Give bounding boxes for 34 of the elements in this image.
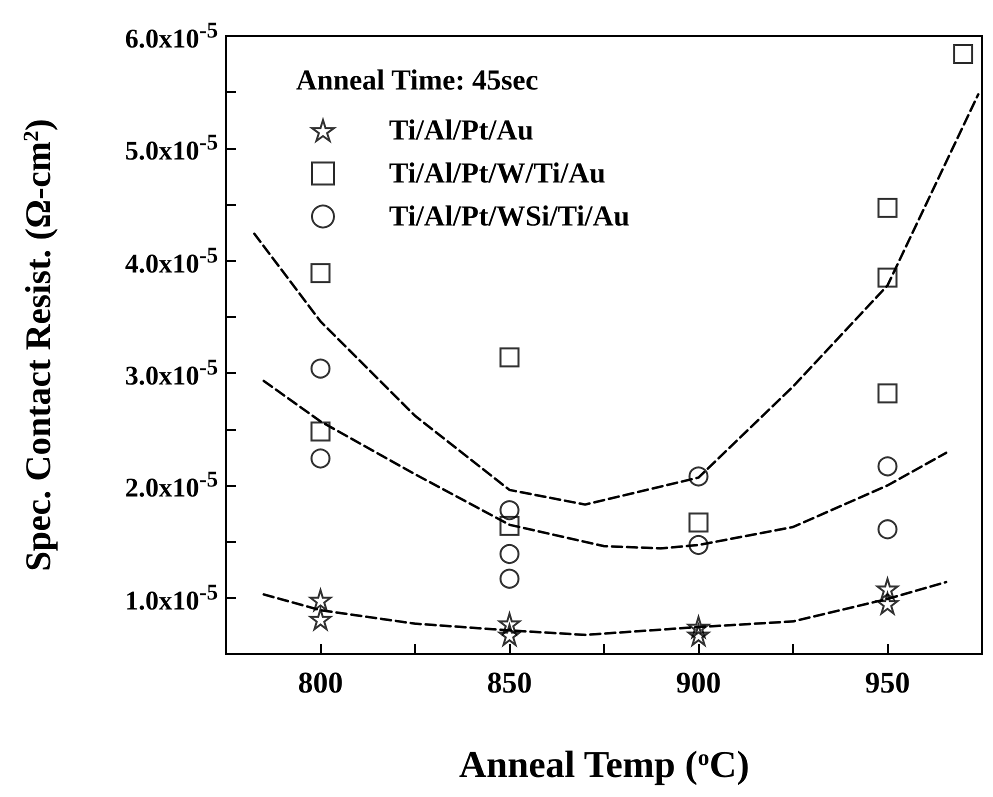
legend-label: Ti/Al/Pt/Au — [389, 114, 534, 146]
legend-label: Ti/Al/Pt/WSi/Ti/Au — [389, 200, 630, 232]
point — [688, 466, 708, 486]
line-series — [253, 93, 980, 506]
point — [310, 263, 330, 284]
point — [878, 383, 898, 404]
y-tick-label: 4.0x10$^{-5}$ — [125, 242, 218, 278]
y-axis-title: Spec. Contact Resist. (Ω-cm2) — [18, 118, 58, 572]
legend-title: Anneal Time: 45sec — [296, 64, 538, 96]
point — [688, 512, 708, 533]
point — [688, 535, 708, 555]
point — [500, 347, 520, 368]
x-tick-label: 950 — [865, 666, 910, 700]
point — [500, 516, 520, 536]
x-tick-label: 900 — [676, 666, 721, 700]
point — [310, 422, 330, 442]
point — [310, 448, 330, 468]
y-tick-label: 2.0x10$^{-5}$ — [125, 466, 218, 503]
point — [310, 358, 330, 379]
y-tick-label: 5.0x10$^{-5}$ — [125, 130, 218, 166]
point — [878, 519, 898, 540]
point — [878, 198, 898, 218]
x-tick-label: 850 — [487, 666, 532, 700]
point — [500, 544, 520, 564]
point — [953, 44, 974, 64]
y-tick-label: 3.0x10$^{-5}$ — [125, 354, 218, 391]
point — [878, 268, 898, 288]
y-tick-label: 6.0x10$^{-5}$ — [125, 18, 218, 54]
point — [500, 500, 520, 520]
x-tick-label: 800 — [298, 666, 343, 700]
point — [500, 568, 520, 589]
legend-label: Ti/Al/Pt/W/Ti/Au — [389, 158, 606, 190]
y-tick-label: 1.0x10$^{-5}$ — [125, 579, 218, 616]
point — [878, 456, 898, 476]
